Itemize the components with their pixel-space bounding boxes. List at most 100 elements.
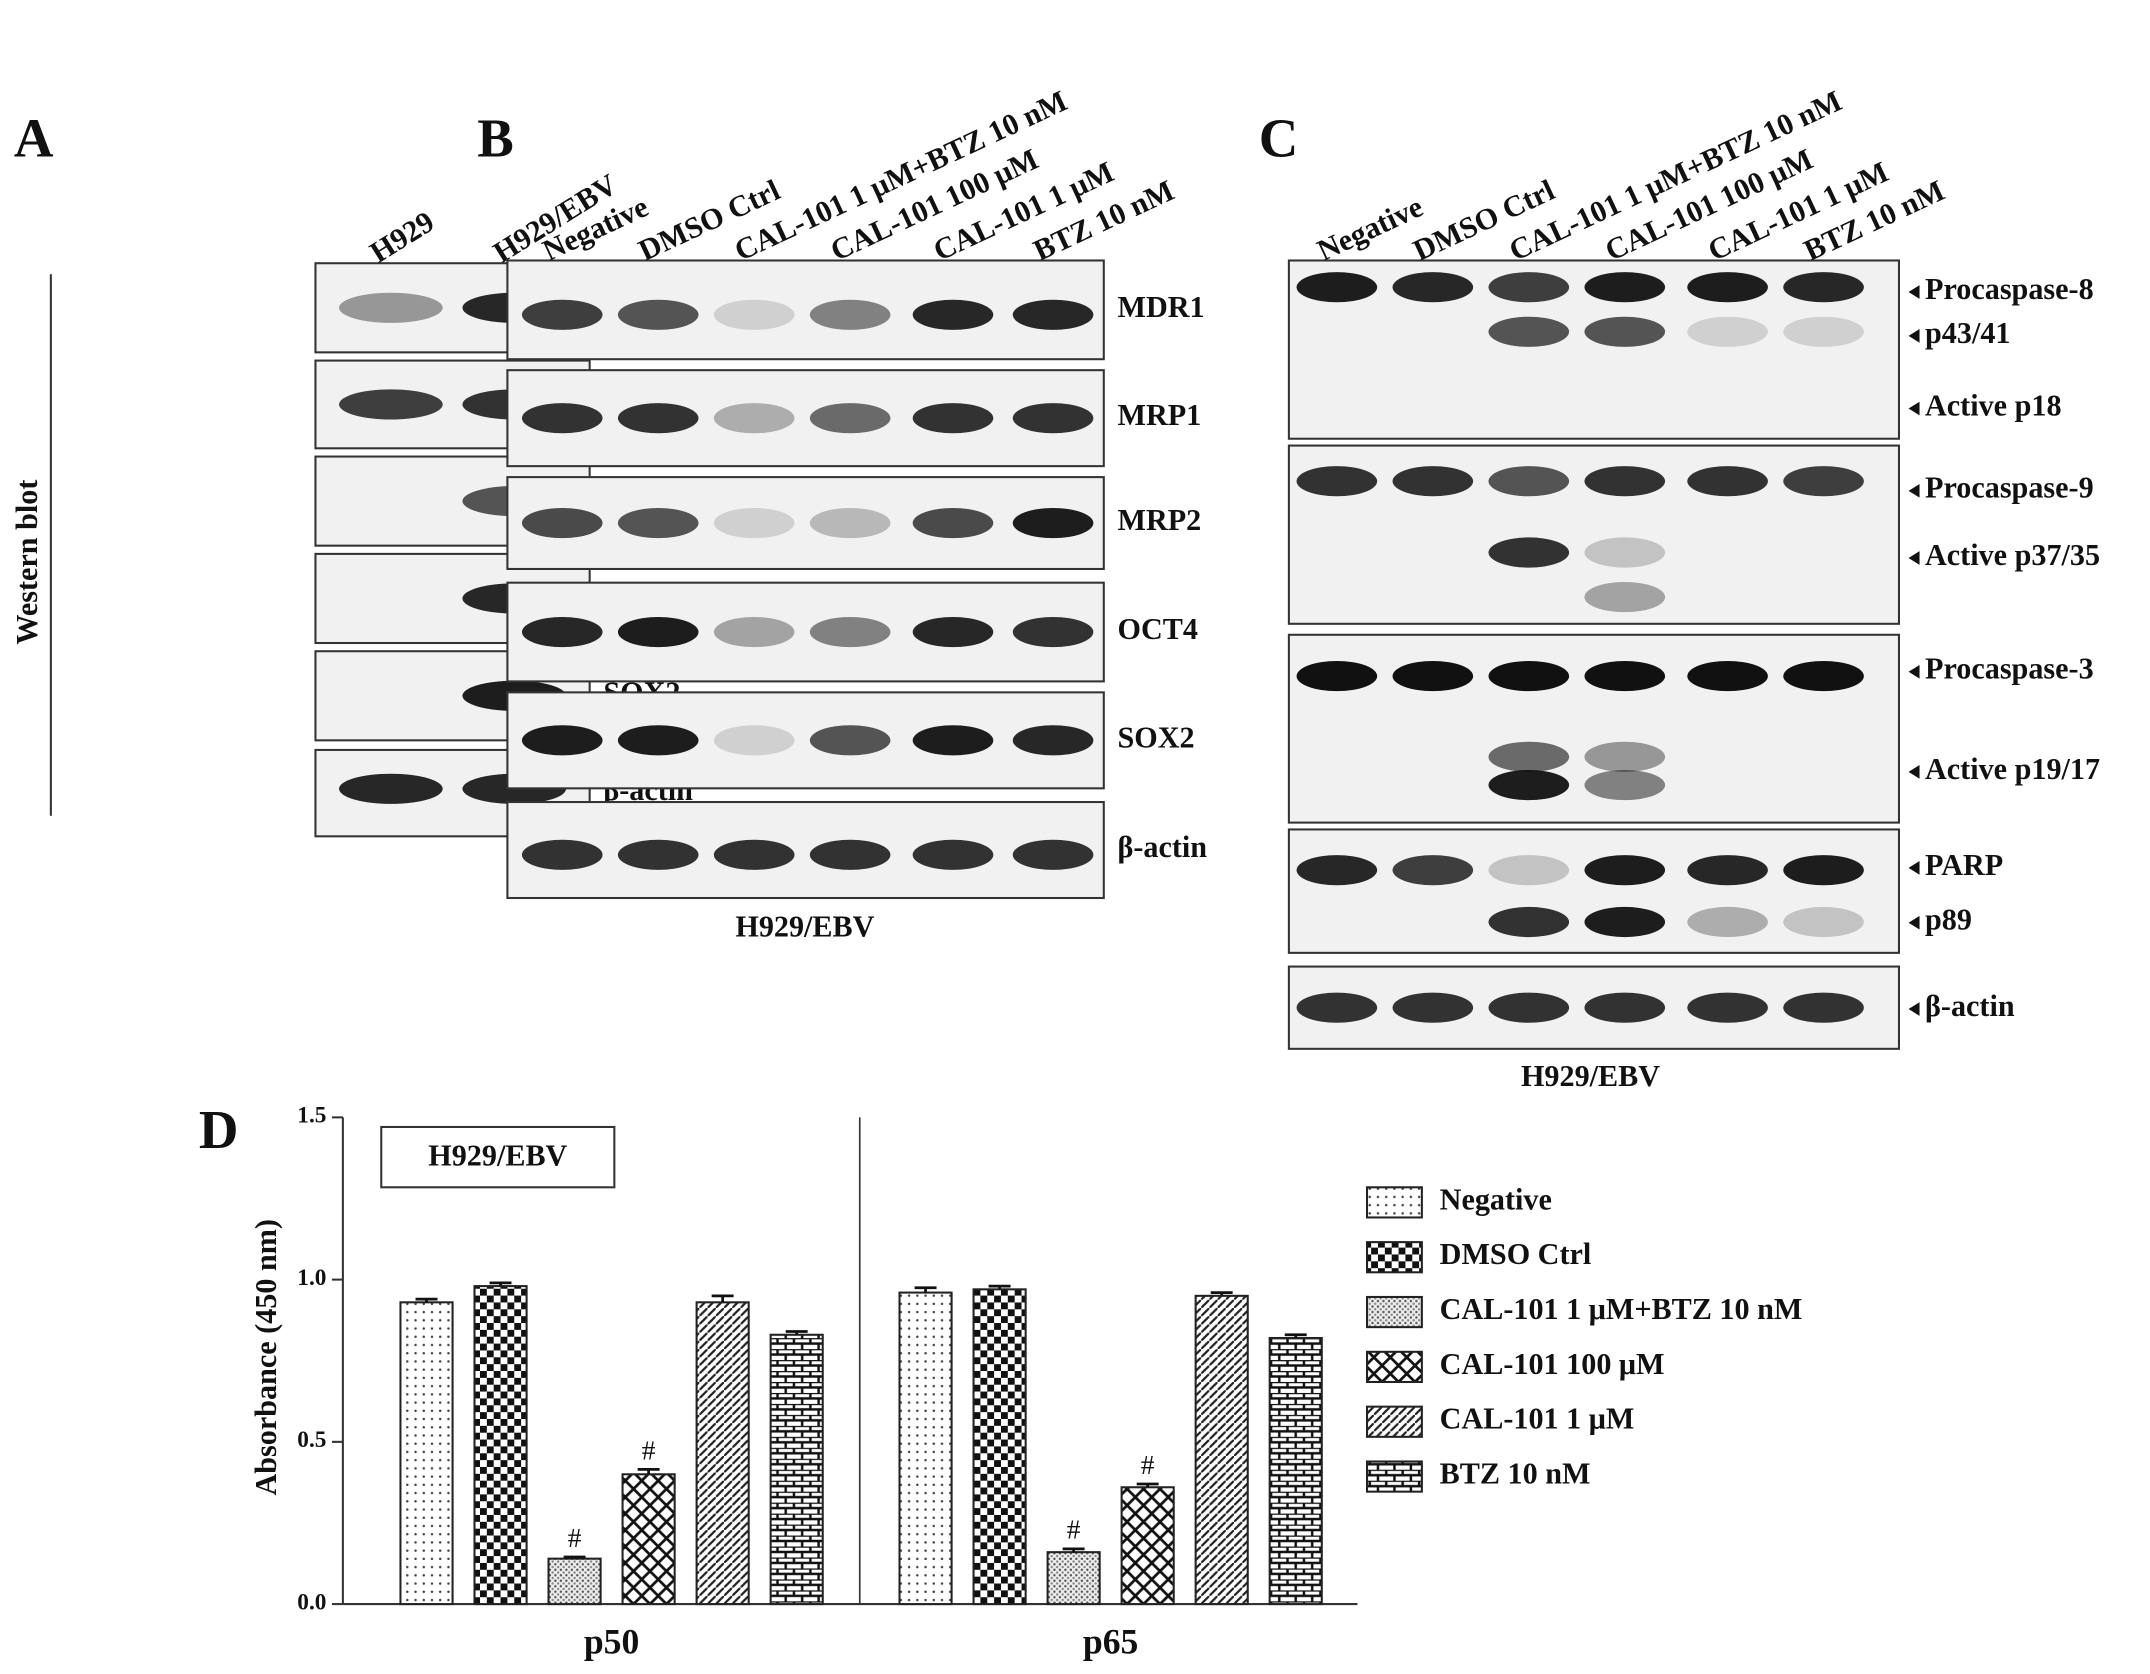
blot-band (809, 507, 891, 539)
arrowhead (1908, 1002, 1920, 1016)
blot-band (1584, 855, 1666, 886)
blot-band (1012, 725, 1094, 756)
band-label: OCT4 (1118, 612, 1198, 646)
bar (1268, 1336, 1323, 1606)
figure-content: A H929 H929/EBV MDR1 MRP1 MRP2 OCT4 SOX2 β-actin… (10, 84, 2100, 1662)
blot-band (912, 616, 994, 648)
arrowhead (1908, 401, 1920, 416)
blot-band (713, 839, 795, 870)
legend-label: Negative (1440, 1182, 1552, 1216)
arrowhead (1908, 664, 1920, 679)
blot-band (809, 299, 891, 330)
blot-band (1488, 741, 1570, 772)
blot-band (912, 725, 994, 756)
arrowhead (1908, 860, 1920, 875)
blot-band (713, 403, 795, 434)
band-label: Procaspase-8 (1925, 272, 2094, 306)
blot-strip (506, 581, 1105, 683)
blot-band (1488, 906, 1570, 938)
blot-band (1584, 906, 1666, 938)
blot-band (713, 725, 795, 756)
blot-band (1012, 299, 1094, 330)
error-bar (489, 1281, 512, 1287)
bar (898, 1291, 953, 1606)
blot-band (1488, 661, 1570, 692)
blot-strip (506, 369, 1105, 468)
blot-band (1783, 466, 1864, 497)
arrowhead (1908, 285, 1920, 299)
blot-band (1584, 741, 1666, 772)
blot-band (1296, 661, 1378, 692)
error-bar (1062, 1547, 1085, 1553)
y-tick-label: 0.5 (297, 1427, 326, 1453)
band-label: Active p37/35 (1925, 538, 2100, 572)
blot-band (1488, 992, 1570, 1023)
panel-caption: H929/EBV (735, 909, 874, 943)
error-bar (415, 1297, 438, 1303)
bar (473, 1285, 528, 1606)
annotation: H929/EBV (428, 1138, 567, 1172)
lane-label: Negative (1312, 189, 1428, 267)
error-bar (914, 1286, 937, 1293)
band-label: Procaspase-3 (1925, 652, 2094, 686)
y-tick-label: 1.5 (297, 1103, 326, 1129)
arrowhead (1908, 765, 1920, 779)
blot-strip (506, 259, 1105, 361)
blot-band (617, 403, 699, 434)
bar (621, 1473, 676, 1606)
blot-band (912, 507, 994, 539)
legend-swatch (1365, 1186, 1423, 1219)
blot-band (1584, 272, 1666, 303)
bar (972, 1288, 1027, 1606)
error-bar (785, 1330, 808, 1335)
legend-label: BTZ 10 nM (1440, 1456, 1591, 1490)
error-bar (1210, 1291, 1233, 1296)
blot-band (1783, 906, 1864, 938)
blot-band (617, 616, 699, 648)
panel-letter: D (199, 1099, 239, 1160)
band-label: MDR1 (1118, 290, 1205, 324)
blot-strip (506, 691, 1105, 790)
blot-band (1488, 537, 1570, 568)
blot-band (713, 299, 795, 330)
blot-band (1392, 661, 1474, 692)
blot-band (1584, 581, 1666, 613)
blot-band (713, 616, 795, 648)
legend-label: DMSO Ctrl (1440, 1237, 1592, 1271)
legend-swatch (1365, 1405, 1423, 1438)
blot-band (1012, 403, 1094, 434)
blot-band (1296, 272, 1378, 303)
bar (769, 1333, 824, 1606)
blot-band (1783, 992, 1864, 1023)
arrowhead (1908, 915, 1920, 930)
blot-band (1296, 466, 1378, 497)
blot-band (1687, 316, 1768, 347)
error-bar (1284, 1333, 1307, 1339)
blot-band (1296, 992, 1378, 1023)
band-label: p89 (1925, 903, 1972, 937)
blot-band (617, 507, 699, 539)
blot-band (1687, 992, 1768, 1023)
arrowhead (1908, 551, 1920, 565)
blot-band (1296, 855, 1378, 886)
arrowhead (1908, 329, 1920, 343)
blot-band (1392, 272, 1474, 303)
error-bar (1136, 1482, 1159, 1488)
blot-band (1687, 855, 1768, 886)
blot-band (1783, 855, 1864, 886)
significance-marker: # (1141, 1450, 1155, 1480)
blot-band (1488, 272, 1570, 303)
panel-letter: B (477, 108, 514, 169)
blot-band (1687, 272, 1768, 303)
blot-band (521, 507, 603, 539)
arrowhead (1908, 483, 1920, 498)
significance-marker: # (1067, 1515, 1081, 1545)
legend-swatch (1365, 1350, 1423, 1384)
blot-band (617, 839, 699, 870)
blot-band (1687, 466, 1768, 497)
bar (695, 1301, 750, 1606)
blot-band (1488, 769, 1570, 801)
band-label: Active p18 (1925, 388, 2062, 422)
bar (1194, 1294, 1249, 1606)
blot-band (1584, 661, 1666, 692)
